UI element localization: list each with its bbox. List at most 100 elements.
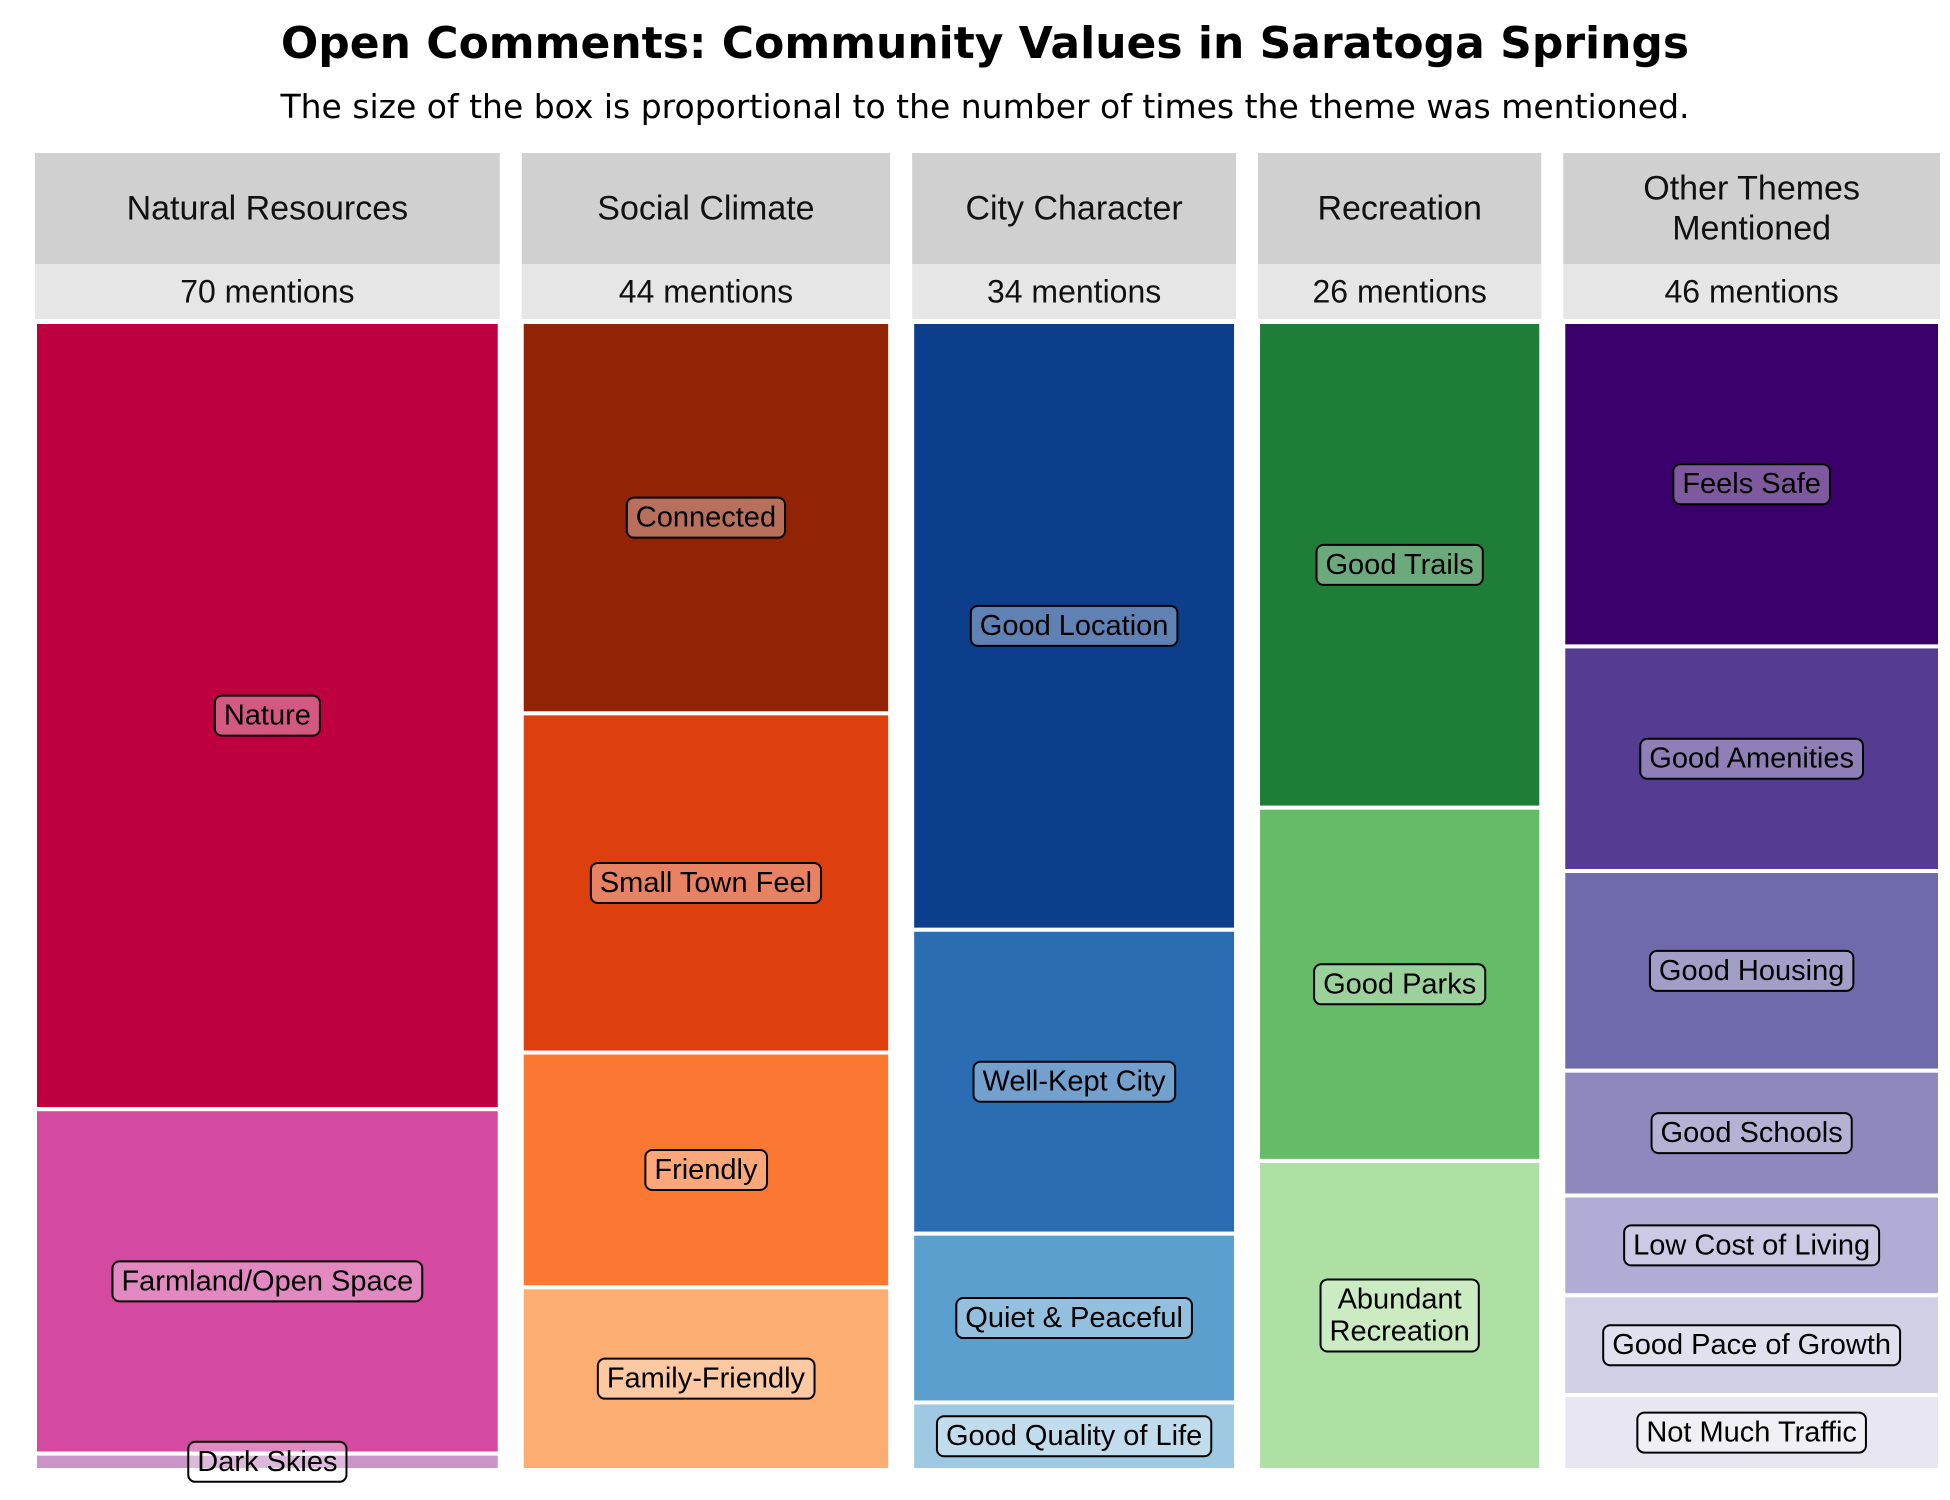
treemap-columns: Natural Resources 70 mentions Nature Farmla…: [33, 153, 1943, 1483]
tile-label-small-town-feel: Small Town Feel: [589, 861, 823, 904]
tile-label-box-quiet-peaceful: [955, 1297, 1193, 1340]
group-count-bg-city-character: [912, 264, 1237, 319]
tile-abundant-recreation: [1256, 1158, 1544, 1473]
tile-good-parks: [1256, 805, 1544, 1163]
tile-label-box-connected: [625, 496, 787, 539]
tile-label-text-good-amenities: Good Amenities: [1649, 743, 1854, 775]
tile-label-well-kept-city: Well-Kept City: [972, 1060, 1177, 1103]
tile-label-text-good-schools: Good Schools: [1661, 1117, 1843, 1149]
tile-label-text-friendly: Friendly: [654, 1154, 758, 1186]
tile-label-text-low-cost-of-living: Low Cost of Living: [1633, 1229, 1870, 1261]
group-title-social-climate: Social Climate: [597, 190, 814, 228]
group-header-city-character: [912, 153, 1237, 264]
tile-label-text-good-location: Good Location: [980, 610, 1169, 642]
tile-label-box-small-town-feel: [589, 861, 823, 904]
column-recreation: Recreation 26 mentions Good Trails Good Par…: [1256, 153, 1544, 1473]
group-count-bg-social-climate: [521, 264, 891, 319]
tile-label-text-dark-skies: Dark Skies: [197, 1446, 337, 1478]
tile-good-location: [910, 320, 1239, 932]
tile-label-text-family-friendly: Family-Friendly: [607, 1363, 806, 1395]
tile-label-friendly: Friendly: [644, 1148, 769, 1191]
group-header-other-themes-mentioned: [1563, 153, 1940, 264]
tile-label-box-good-pace-of-growth: [1602, 1324, 1902, 1367]
group-header-recreation: [1258, 153, 1542, 264]
tile-label-box-dark-skies: [187, 1440, 348, 1483]
column-social-climate: Social Climate 44 mentions Connected Small …: [519, 153, 893, 1473]
tile-label-box-good-trails: [1315, 543, 1484, 586]
column-city-character: City Character 34 mentions Good Location We…: [910, 153, 1239, 1472]
tile-family-friendly: [519, 1285, 893, 1473]
tile-feels-safe: [1561, 320, 1943, 649]
tile-label-box-feels-safe: [1672, 463, 1831, 506]
tile-small-town-feel: [519, 711, 893, 1055]
tile-label-dark-skies: Dark Skies: [187, 1440, 348, 1483]
tile-good-pace-of-growth: [1561, 1293, 1943, 1398]
group-count-bg-natural-resources: [35, 264, 500, 319]
tile-label-text-connected: Connected: [636, 502, 776, 534]
tile-label-not-much-traffic: Not Much Traffic: [1636, 1411, 1867, 1454]
tile-label-good-housing: Good Housing: [1648, 949, 1855, 992]
tile-label-text-good-pace-of-growth: Good Pace of Growth: [1612, 1329, 1891, 1361]
group-count-bg-other-themes-mentioned: [1563, 264, 1940, 319]
tile-label-farmland-open-space: Farmland/Open Space: [111, 1260, 424, 1303]
tile-label-text-good-quality-of-life: Good Quality of Life: [946, 1420, 1202, 1452]
tile-label-text-well-kept-city: Well-Kept City: [983, 1066, 1167, 1098]
tile-good-schools: [1561, 1068, 1943, 1198]
tile-label-box-farmland-open-space: [111, 1260, 424, 1303]
group-count-city-character: 34 mentions: [987, 274, 1161, 310]
tile-good-trails: [1256, 320, 1544, 810]
group-title-city-character: City Character: [965, 190, 1182, 228]
tile-label-text-good-housing: Good Housing: [1659, 955, 1844, 987]
tile-well-kept-city: [910, 927, 1239, 1236]
tile-label-box-good-amenities: [1639, 737, 1865, 780]
tile-label-good-location: Good Location: [969, 604, 1179, 647]
chart-subtitle: The size of the box is proportional to t…: [279, 87, 1689, 126]
tile-label-box-good-parks: [1313, 963, 1487, 1006]
tile-good-quality-of-life: [910, 1400, 1239, 1472]
tile-label-box-good-location: [969, 604, 1179, 647]
tile-label-text-good-parks: Good Parks: [1323, 968, 1476, 1000]
group-count-social-climate: 44 mentions: [619, 274, 793, 310]
group-title-natural-resources: Natural Resources: [127, 190, 409, 228]
tile-dark-skies: [33, 1451, 502, 1472]
tile-label-text-good-trails: Good Trails: [1326, 549, 1474, 581]
tile-label-text-quiet-peaceful: Quiet & Peaceful: [965, 1302, 1183, 1334]
group-header-social-climate: [521, 153, 891, 264]
tile-label-good-schools: Good Schools: [1650, 1112, 1853, 1155]
tile-label-box-low-cost-of-living: [1623, 1224, 1881, 1267]
tile-label-connected: Connected: [625, 496, 787, 539]
tile-label-nature: Nature: [213, 694, 321, 737]
tile-label-quiet-peaceful: Quiet & Peaceful: [955, 1297, 1193, 1340]
tile-label-box-abundant-recreation: [1319, 1278, 1480, 1353]
group-count-natural-resources: 70 mentions: [180, 274, 354, 310]
tile-label-box-friendly: [644, 1148, 769, 1191]
column-other-themes-mentioned: Other Themes Mentioned 46 mentions Feels Sa…: [1561, 153, 1943, 1473]
chart-title: Open Comments: Community Values in Sarat…: [281, 18, 1689, 69]
tile-label-text-feels-safe: Feels Safe: [1682, 468, 1821, 500]
group-count-recreation: 26 mentions: [1312, 274, 1486, 310]
tile-label-box-good-housing: [1648, 949, 1855, 992]
tile-label-box-well-kept-city: [972, 1060, 1177, 1103]
tile-label-good-quality-of-life: Good Quality of Life: [935, 1415, 1213, 1458]
tile-label-box-good-quality-of-life: [935, 1415, 1213, 1458]
group-count-bg-recreation: [1258, 264, 1542, 319]
tile-label-box-good-schools: [1650, 1112, 1853, 1155]
tile-label-text-small-town-feel: Small Town Feel: [600, 867, 812, 899]
tile-label-feels-safe: Feels Safe: [1672, 463, 1831, 506]
group-title-other-themes-mentioned: Other Themes Mentioned: [1643, 170, 1860, 248]
tile-label-family-friendly: Family-Friendly: [596, 1357, 816, 1400]
tile-label-good-pace-of-growth: Good Pace of Growth: [1602, 1324, 1902, 1367]
tile-label-good-parks: Good Parks: [1313, 963, 1487, 1006]
tile-connected: [519, 320, 893, 716]
tile-not-much-traffic: [1561, 1393, 1943, 1473]
tile-good-housing: [1561, 869, 1943, 1073]
group-title-recreation: Recreation: [1317, 190, 1481, 228]
tile-label-low-cost-of-living: Low Cost of Living: [1623, 1224, 1881, 1267]
tile-label-text-nature: Nature: [224, 700, 311, 732]
tile-label-text-farmland-open-space: Farmland/Open Space: [121, 1265, 413, 1297]
tile-label-good-trails: Good Trails: [1315, 543, 1484, 586]
tile-label-box-not-much-traffic: [1636, 1411, 1867, 1454]
tile-label-good-amenities: Good Amenities: [1639, 737, 1865, 780]
group-header-natural-resources: [35, 153, 500, 264]
tile-good-amenities: [1561, 644, 1943, 874]
